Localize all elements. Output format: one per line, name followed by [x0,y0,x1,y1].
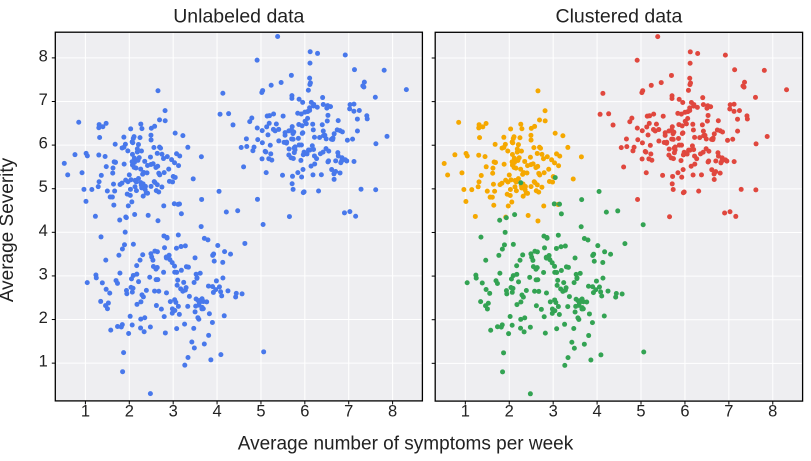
svg-text:7: 7 [39,91,48,109]
svg-text:Average number of symptoms per: Average number of symptoms per week [238,434,574,455]
svg-text:Clustered data: Clustered data [555,6,682,28]
svg-text:5: 5 [256,402,265,420]
svg-text:6: 6 [680,403,689,421]
svg-text:2: 2 [505,403,514,421]
svg-text:8: 8 [388,402,397,420]
svg-text:1: 1 [461,403,470,421]
svg-text:4: 4 [39,222,48,240]
svg-text:Unlabeled data: Unlabeled data [173,6,304,28]
svg-text:5: 5 [636,403,645,421]
svg-text:1: 1 [81,402,90,420]
svg-text:6: 6 [300,402,309,420]
svg-text:5: 5 [39,178,48,196]
svg-text:7: 7 [344,402,353,420]
svg-text:Average Severity: Average Severity [0,157,18,302]
svg-text:3: 3 [39,265,48,283]
svg-text:8: 8 [39,47,48,65]
svg-text:4: 4 [592,403,601,421]
svg-text:4: 4 [212,402,221,420]
svg-text:1: 1 [39,353,48,371]
svg-text:8: 8 [768,403,777,421]
svg-text:6: 6 [39,135,48,153]
svg-text:2: 2 [39,309,48,327]
svg-text:3: 3 [549,403,558,421]
svg-text:7: 7 [724,403,733,421]
svg-text:2: 2 [125,402,134,420]
svg-text:3: 3 [169,402,178,420]
